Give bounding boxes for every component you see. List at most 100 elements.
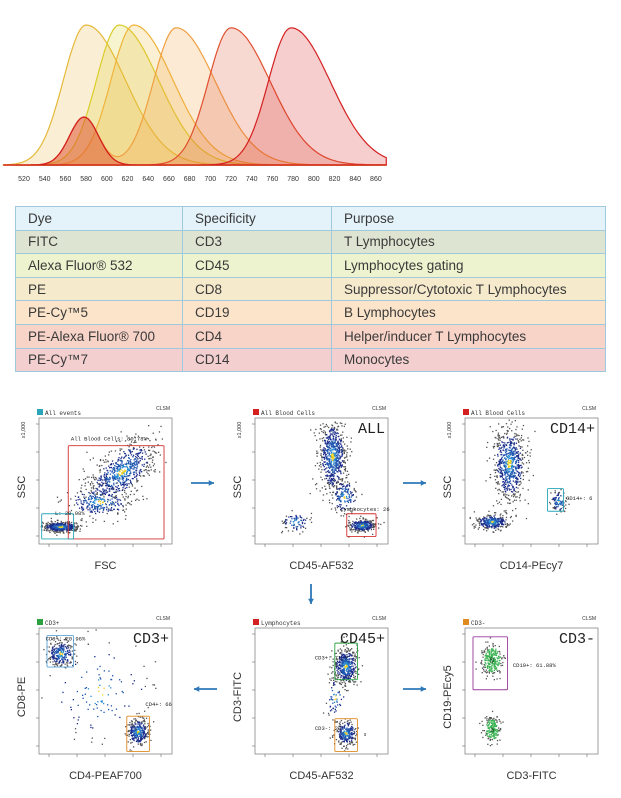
plot-corner-label: CLSM xyxy=(582,616,596,622)
scatter-cluster xyxy=(43,636,79,669)
flow-arrow xyxy=(403,686,426,692)
y-axis-scale: x1,000 xyxy=(237,422,243,439)
table-row: PE-Cy™7 CD14 Monocytes xyxy=(15,347,606,373)
flow-plot-p3: All Blood Cells CLSM CD14+: 6 CD14+ CD14-PEc… xyxy=(438,398,608,578)
emission-spectra-chart: 520 540 560 580 600 620 640 660 680 700 720 740 760 7… xyxy=(2,24,388,183)
spectra-tick-label: 800 xyxy=(308,176,320,183)
spectrum-curve xyxy=(3,27,387,166)
plot-legend: Lymphocytes xyxy=(261,620,301,627)
population-label: ALL xyxy=(358,421,385,438)
y-axis-label: SSC xyxy=(442,476,454,499)
table-cell-spec: CD45 xyxy=(182,253,332,278)
flow-arrow xyxy=(191,480,214,486)
scatter-cluster xyxy=(56,479,148,525)
spectra-tick-label: 720 xyxy=(225,176,237,183)
gate-rect xyxy=(334,642,358,681)
spectra-tick-label: 680 xyxy=(184,176,196,183)
scatter-cluster xyxy=(322,676,349,723)
gate-rect xyxy=(472,636,509,691)
table-cell-purpose: T Lymphocytes xyxy=(331,229,606,255)
legend-swatch xyxy=(463,619,469,625)
scatter-cluster xyxy=(41,629,157,745)
gate-label: CD8+: 20.96% xyxy=(46,636,86,643)
table-cell-dye: PE xyxy=(15,276,183,302)
scatter-cluster xyxy=(485,419,536,528)
spectra-tick-label: 740 xyxy=(246,176,258,183)
gate-label: CD3-: 22. xyxy=(315,725,345,732)
gate-label: CD19+: 61.88% xyxy=(513,662,557,669)
table-cell-spec: CD14 xyxy=(182,347,332,373)
spectra-tick-label: 780 xyxy=(287,176,299,183)
gate-label: CD14+: 6 xyxy=(566,495,592,502)
table-cell-purpose: Lymphocytes gating xyxy=(331,253,606,278)
x-axis-label: CD45-AF532 xyxy=(289,560,353,572)
gate-rect xyxy=(334,718,358,752)
legend-swatch xyxy=(253,409,259,415)
spectra-tick-label: 520 xyxy=(18,176,30,183)
x-axis-label: CD45-AF532 xyxy=(289,770,353,782)
gate-label: CD3+: 71.7 xyxy=(315,655,348,662)
y-axis-label: CD3-FITC xyxy=(232,672,244,722)
table-header-cell: Purpose xyxy=(331,206,606,231)
spectra-tick-label: 860 xyxy=(370,176,382,183)
population-label: CD45+ xyxy=(340,631,385,648)
gate-label: L: 20.98% xyxy=(55,510,85,517)
x-axis-label: CD3-FITC xyxy=(506,770,556,782)
gate-rect xyxy=(41,513,75,540)
plot-corner-label: CLSM xyxy=(156,616,170,622)
gate-label: CD4+: 66 xyxy=(145,701,171,708)
flow-arrow xyxy=(403,480,426,486)
gate-label: All Blood Cells: 80.78% xyxy=(71,436,148,443)
y-axis-label: CD8-PE xyxy=(16,677,28,717)
spectra-tick-label: 580 xyxy=(80,176,92,183)
scatter-cluster xyxy=(345,515,385,538)
population-label: CD3- xyxy=(559,631,595,648)
scatter-cluster xyxy=(329,718,366,752)
plot-corner-label: CLSM xyxy=(582,406,596,412)
y-axis-label: SSC xyxy=(16,476,28,499)
legend-swatch xyxy=(37,409,43,415)
plot-frame xyxy=(254,627,389,755)
plot-corner-label: CLSM xyxy=(372,406,386,412)
gate-rect xyxy=(126,715,150,752)
flow-plot-p6: CD3- CLSM CD19+: 61.88% CD3- CD3-FITC CD19-PE… xyxy=(438,608,608,788)
spectra-tick-label: 700 xyxy=(204,176,216,183)
plot-corner-label: CLSM xyxy=(372,616,386,622)
scatter-cluster xyxy=(76,425,167,512)
plot-legend: All Blood Cells xyxy=(261,410,315,417)
x-axis-label: FSC xyxy=(95,560,117,572)
flow-plot-p4: CD3+ CLSM CD8+: 20.96% CD4+: 66 CD3+ CD4-PEAF… xyxy=(12,608,182,788)
population-label: CD14+ xyxy=(550,421,595,438)
spectra-tick-label: 820 xyxy=(329,176,341,183)
table-row: Alexa Fluor® 532 CD45 Lymphocytes gating xyxy=(15,253,606,278)
gate-rect xyxy=(346,513,377,537)
spectra-tick-label: 540 xyxy=(39,176,51,183)
population-label: CD3+ xyxy=(133,631,169,648)
flow-plot-p1: All events CLSM All Blood Cells: 80.78% L: … xyxy=(12,398,182,578)
table-header-cell: Specificity xyxy=(182,206,332,231)
scatter-cluster xyxy=(549,489,570,515)
x-axis-label: CD4-PEAF700 xyxy=(69,770,142,782)
plot-legend: All events xyxy=(45,410,81,417)
scatter-cluster xyxy=(479,710,504,747)
scatter-cluster xyxy=(329,469,363,518)
x-axis-label: CD14-PEcy7 xyxy=(500,560,564,572)
table-cell-dye: FITC xyxy=(15,229,183,255)
table-header-row: Dye Specificity Purpose xyxy=(15,206,606,231)
table-cell-dye: PE-Cy™7 xyxy=(15,347,183,373)
spectra-tick-label: 660 xyxy=(163,176,175,183)
scatter-cluster xyxy=(281,510,313,535)
table-cell-spec: CD19 xyxy=(182,300,332,325)
flow-arrow xyxy=(308,584,314,604)
spectra-tick-label: 600 xyxy=(101,176,113,183)
table-cell-dye: Alexa Fluor® 532 xyxy=(15,253,183,278)
table-cell-purpose: Monocytes xyxy=(331,347,606,373)
table-cell-dye: PE-Alexa Fluor® 700 xyxy=(15,323,183,349)
spectra-tick-label: 560 xyxy=(60,176,72,183)
flow-plot-p5: Lymphocytes CLSM CD3+: 71.7 CD3-: 22. CD45+ C… xyxy=(228,608,398,788)
table-cell-spec: CD3 xyxy=(182,229,332,255)
scatter-cluster xyxy=(469,509,528,533)
spectra-tick-label: 620 xyxy=(122,176,134,183)
scatter-cluster xyxy=(124,712,152,752)
legend-swatch xyxy=(463,409,469,415)
